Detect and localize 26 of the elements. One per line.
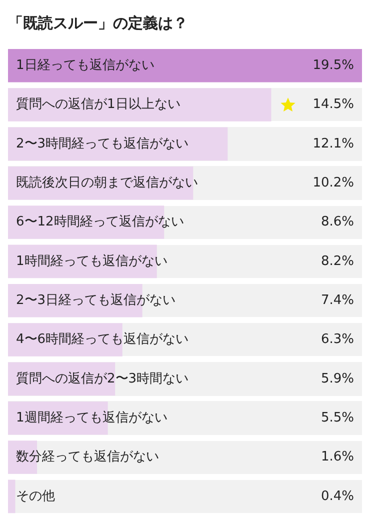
bar — [8, 480, 16, 514]
y-tick-label: その他 — [16, 488, 55, 504]
y-tick-label: 1時間経っても返信がない — [16, 254, 168, 269]
data-label: 5.9% — [320, 371, 354, 386]
y-tick-label: 数分経っても返信がない — [16, 450, 159, 465]
data-label: 19.5% — [312, 58, 354, 73]
y-tick-label: 2〜3時間経っても返信がない — [16, 136, 189, 152]
data-label: 0.4% — [320, 488, 354, 504]
data-label: 12.1% — [312, 136, 354, 152]
data-label: 1.6% — [320, 450, 354, 465]
data-label: 5.5% — [320, 410, 354, 426]
y-tick-label: 質問への返信が1日以上ない — [16, 97, 180, 112]
y-tick-label: 1日経っても返信がない — [16, 58, 154, 73]
data-label: 7.4% — [320, 292, 354, 308]
data-label: 6.3% — [320, 332, 354, 348]
y-tick-label: 1週間経っても返信がない — [16, 410, 168, 426]
chart-title: 「既読スルー」の定義は？ — [8, 13, 189, 34]
y-tick-label: 2〜3日経っても返信がない — [16, 292, 176, 308]
data-label: 8.6% — [320, 214, 354, 230]
y-tick-label: 6〜12時間経って返信がない — [16, 214, 184, 230]
data-label: 14.5% — [312, 97, 354, 112]
y-tick-label: 既読後次日の朝まで返信がない — [16, 175, 198, 190]
data-label: 10.2% — [312, 175, 354, 190]
y-tick-label: 4〜6時間経っても返信がない — [16, 332, 189, 348]
data-label: 8.2% — [320, 254, 354, 269]
y-tick-label: 質問への返信が2〜3時間ない — [16, 371, 189, 386]
